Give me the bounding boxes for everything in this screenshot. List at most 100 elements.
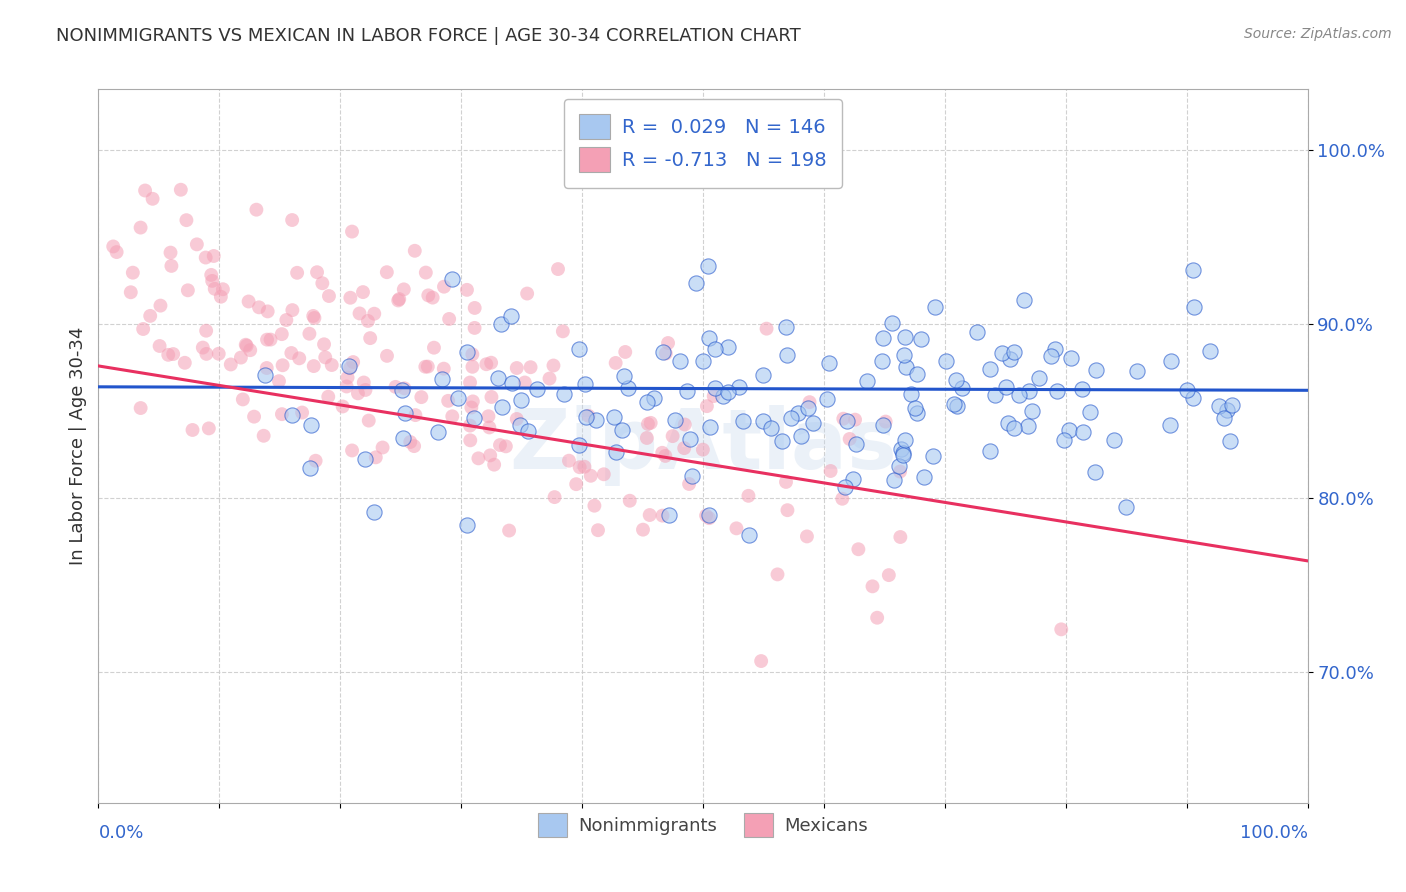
Point — [467, 451, 489, 466]
Point — [359, 331, 381, 345]
Point — [120, 285, 142, 300]
Point — [1084, 363, 1107, 377]
Point — [173, 356, 195, 370]
Point — [204, 282, 226, 296]
Point — [209, 290, 232, 304]
Point — [479, 449, 502, 463]
Point — [281, 408, 304, 422]
Point — [336, 370, 359, 384]
Point — [456, 344, 478, 359]
Point — [657, 336, 679, 351]
Point — [392, 431, 415, 445]
Point — [1078, 405, 1101, 419]
Point — [790, 429, 813, 443]
Point — [1071, 425, 1094, 439]
Point — [340, 225, 363, 239]
Point — [717, 385, 740, 400]
Text: 100.0%: 100.0% — [1240, 823, 1308, 842]
Point — [194, 251, 217, 265]
Point — [299, 418, 322, 433]
Point — [610, 423, 633, 437]
Point — [499, 309, 522, 323]
Point — [316, 390, 339, 404]
Point — [574, 377, 596, 392]
Point — [979, 444, 1001, 458]
Point — [614, 345, 637, 359]
Point — [388, 292, 411, 306]
Point — [891, 448, 914, 462]
Point — [239, 343, 262, 358]
Point — [229, 351, 252, 365]
Point — [349, 306, 371, 320]
Point — [186, 237, 208, 252]
Point — [1181, 391, 1204, 405]
Point — [801, 416, 824, 430]
Point — [302, 359, 325, 373]
Point — [890, 442, 912, 456]
Point — [195, 347, 218, 361]
Point — [384, 380, 406, 394]
Point — [291, 405, 314, 419]
Point — [426, 425, 449, 440]
Point — [658, 508, 681, 522]
Point — [775, 475, 797, 489]
Text: 0.0%: 0.0% — [98, 823, 143, 842]
Point — [619, 493, 641, 508]
Point — [339, 291, 361, 305]
Point — [568, 460, 591, 475]
Point — [752, 414, 775, 428]
Point — [387, 293, 409, 308]
Point — [336, 379, 359, 393]
Point — [568, 438, 591, 452]
Point — [787, 406, 810, 420]
Point — [578, 409, 600, 423]
Point — [1017, 419, 1039, 434]
Point — [243, 409, 266, 424]
Point — [636, 431, 658, 445]
Point — [673, 417, 696, 432]
Point — [834, 480, 856, 494]
Point — [307, 265, 329, 279]
Point — [464, 321, 486, 335]
Point — [678, 477, 700, 491]
Point — [526, 382, 548, 396]
Point — [699, 331, 721, 345]
Point — [838, 432, 860, 446]
Point — [404, 244, 426, 258]
Text: Source: ZipAtlas.com: Source: ZipAtlas.com — [1244, 27, 1392, 41]
Point — [966, 325, 988, 339]
Point — [311, 277, 333, 291]
Point — [195, 324, 218, 338]
Point — [844, 412, 866, 426]
Point — [418, 288, 440, 302]
Point — [139, 309, 162, 323]
Point — [776, 503, 799, 517]
Point — [509, 417, 531, 432]
Point — [1126, 364, 1149, 378]
Point — [461, 394, 484, 409]
Point — [880, 316, 903, 330]
Point — [477, 409, 499, 424]
Point — [339, 361, 361, 376]
Point — [866, 611, 889, 625]
Point — [837, 414, 859, 428]
Point — [538, 371, 561, 385]
Point — [461, 359, 484, 374]
Point — [904, 401, 927, 415]
Point — [121, 266, 143, 280]
Point — [441, 409, 464, 424]
Point — [984, 388, 1007, 402]
Point — [267, 374, 290, 388]
Point — [942, 397, 965, 411]
Point — [437, 312, 460, 326]
Point — [288, 351, 311, 366]
Point — [997, 417, 1019, 431]
Point — [1220, 398, 1243, 412]
Point — [375, 265, 398, 279]
Point — [900, 387, 922, 401]
Point — [516, 286, 538, 301]
Point — [513, 376, 536, 390]
Point — [219, 358, 242, 372]
Point — [411, 390, 433, 404]
Point — [679, 432, 702, 446]
